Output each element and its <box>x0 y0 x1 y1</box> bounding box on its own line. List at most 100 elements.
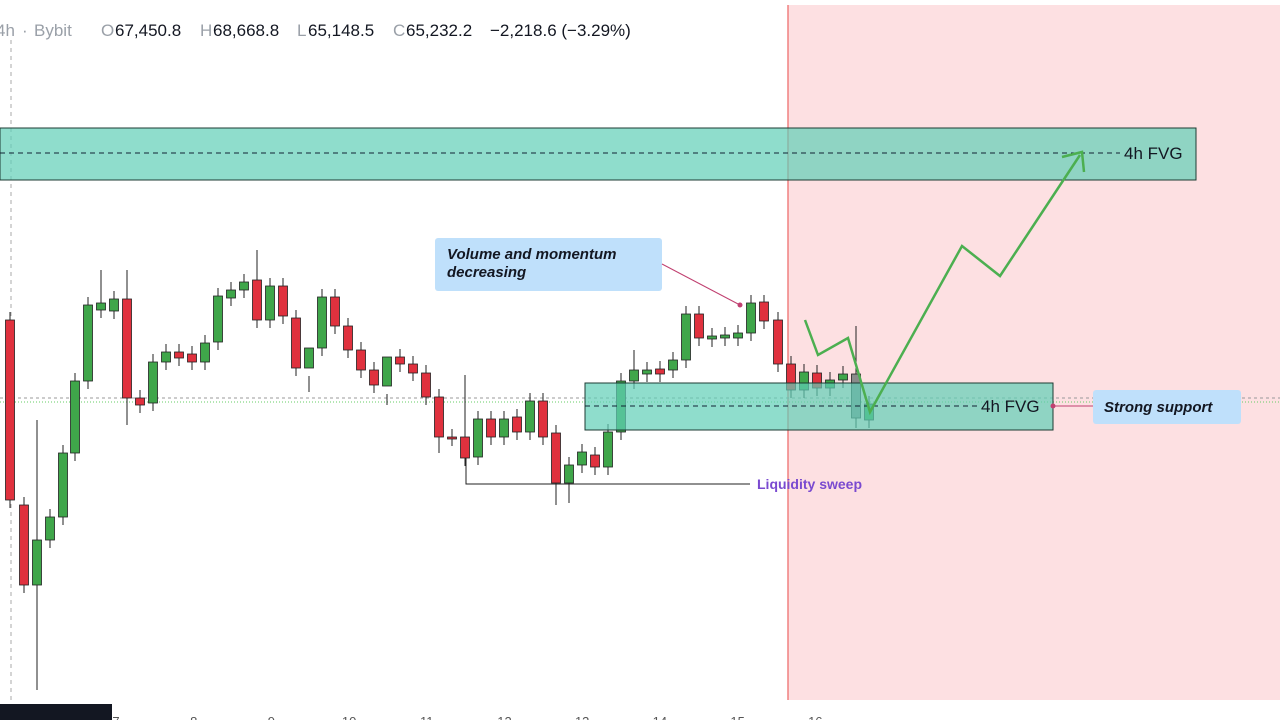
x-tick-label: 8 <box>190 714 197 720</box>
candle-body <box>356 349 366 371</box>
candle-body <box>187 353 197 363</box>
x-axis: 7 8 9 10 11 12 13 14 15 16 <box>112 714 822 720</box>
candle-body <box>304 347 314 369</box>
candle-body <box>96 302 106 311</box>
candle-body <box>759 301 769 322</box>
callout-box <box>435 238 662 291</box>
candle-body <box>773 319 783 365</box>
candle-body <box>135 397 145 406</box>
candle-body <box>5 319 15 501</box>
interval: 4h <box>0 21 15 40</box>
candle-body <box>330 296 340 327</box>
sweep-label: Liquidity sweep <box>757 476 862 492</box>
candle-body <box>629 369 639 382</box>
projection-arrow <box>803 154 1082 416</box>
zone-label: 4h FVG <box>1124 144 1183 163</box>
candle-body <box>382 356 392 387</box>
candle-body <box>668 359 678 371</box>
callout-box <box>1093 390 1241 424</box>
candle-body <box>226 289 236 299</box>
ohlc-value: 65,232.2 <box>406 21 472 40</box>
ohlc-key: O <box>101 21 114 40</box>
exchange: Bybit <box>34 21 72 40</box>
candle-body <box>720 334 730 339</box>
x-tick-label: 15 <box>730 714 744 720</box>
candle-body <box>32 539 42 586</box>
header: 4h · Bybit O 67,450.8 H 68,668.8 L 65,14… <box>0 21 631 40</box>
anchor <box>1050 403 1056 409</box>
candle-body <box>19 504 29 586</box>
candle-body <box>525 400 535 433</box>
x-tick-label: 16 <box>808 714 822 720</box>
candle-body <box>694 313 704 339</box>
candle-body <box>499 418 509 438</box>
candle-body <box>109 298 119 312</box>
change: −2,218.6 (−3.29%) <box>490 21 631 40</box>
candle-body <box>421 372 431 398</box>
candle-body <box>317 296 327 349</box>
candle-body <box>278 285 288 317</box>
candle-body <box>486 418 496 438</box>
x-tick-label: 7 <box>112 714 119 720</box>
time-badge <box>0 704 112 720</box>
candles <box>5 250 874 690</box>
candle-body <box>265 285 275 321</box>
candle-body <box>551 432 561 484</box>
candle-body <box>213 295 223 343</box>
anchor <box>737 302 743 308</box>
candle-body <box>564 464 574 484</box>
candle-body <box>343 325 353 351</box>
candle-body <box>473 418 483 458</box>
candle-body <box>512 416 522 433</box>
candle-body <box>603 431 613 468</box>
callout-line: Volume and momentum <box>447 246 616 263</box>
candle-body <box>122 298 132 399</box>
candle-body <box>395 356 405 365</box>
candle-body <box>408 363 418 374</box>
x-tick-label: 9 <box>268 714 275 720</box>
candle-body <box>174 351 184 359</box>
ohlc-key: H <box>200 21 212 40</box>
candle-body <box>733 332 743 339</box>
candle-body <box>707 335 717 340</box>
candle-body <box>590 454 600 468</box>
x-tick-label: 14 <box>653 714 667 720</box>
candle-body <box>538 400 548 438</box>
candle-body <box>577 451 587 466</box>
support-note: Strong support <box>1104 399 1213 416</box>
future-zone <box>788 5 1280 700</box>
fvg-zone <box>0 127 1197 181</box>
candle-body <box>70 380 80 454</box>
candle-body <box>83 304 93 382</box>
ohlc-value: 68,668.8 <box>213 21 279 40</box>
candle-body <box>58 452 68 518</box>
x-tick-label: 12 <box>497 714 511 720</box>
x-tick-label: 10 <box>342 714 356 720</box>
candle-body <box>746 302 756 334</box>
sweep-line <box>465 458 750 485</box>
candle-body <box>434 396 444 438</box>
candle-body <box>45 516 55 541</box>
callout-line: decreasing <box>447 264 526 281</box>
candle-body <box>447 436 457 440</box>
ohlc-value: 65,148.5 <box>308 21 374 40</box>
zone-label: 4h FVG <box>981 397 1040 416</box>
candle-body <box>291 317 301 369</box>
x-tick-label: 11 <box>420 714 434 720</box>
candle-body <box>239 281 249 291</box>
candle-body <box>369 369 379 386</box>
ohlc-key: C <box>393 21 405 40</box>
connector <box>661 263 741 306</box>
x-tick-label: 13 <box>575 714 589 720</box>
ohlc-key: L <box>297 21 306 40</box>
arrow-head <box>1061 150 1086 173</box>
separator: · <box>22 21 28 40</box>
candle-body <box>200 342 210 363</box>
ohlc-value: 67,450.8 <box>115 21 181 40</box>
candle-body <box>642 369 652 375</box>
candle-body <box>655 368 665 375</box>
candle-body <box>161 351 171 363</box>
candle-body <box>148 361 158 404</box>
candle-body <box>252 279 262 321</box>
